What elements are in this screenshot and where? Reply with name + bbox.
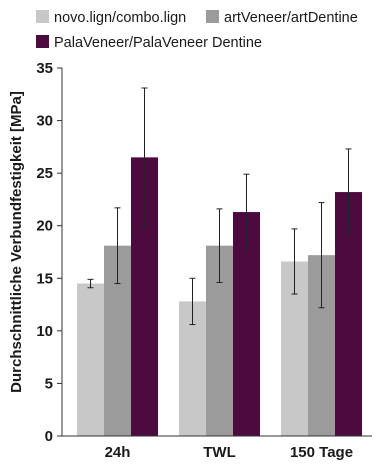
axes bbox=[61, 68, 372, 437]
legend-label-palaveneer: PalaVeneer/PalaVeneer Dentine bbox=[54, 35, 262, 51]
legend-swatch-artveneer bbox=[206, 10, 219, 23]
y-tick-label: 25 bbox=[36, 165, 53, 182]
y-tick-label: 30 bbox=[36, 113, 53, 130]
x-axis-categories: 24h TWL 150 Tage bbox=[105, 444, 353, 461]
x-category-label: TWL bbox=[203, 444, 235, 461]
y-tick-label: 10 bbox=[36, 323, 53, 340]
y-tick-label: 5 bbox=[45, 375, 53, 392]
x-category-label: 24h bbox=[105, 444, 131, 461]
bars bbox=[77, 157, 362, 436]
y-tick-label: 20 bbox=[36, 218, 53, 235]
legend-label-novo-lign: novo.lign/combo.lign bbox=[54, 10, 186, 26]
legend-swatch-novo-lign bbox=[36, 10, 49, 23]
error-bars bbox=[87, 87, 352, 326]
y-tick-label: 0 bbox=[45, 428, 53, 445]
y-axis-ticks: 0 5 10 15 20 25 30 35 bbox=[36, 60, 62, 445]
y-tick-label: 15 bbox=[36, 270, 53, 287]
legend: novo.lign/combo.lign artVeneer/artDentin… bbox=[36, 10, 358, 51]
legend-label-artveneer: artVeneer/artDentine bbox=[224, 10, 358, 26]
x-category-label: 150 Tage bbox=[290, 444, 353, 461]
legend-swatch-palaveneer bbox=[36, 35, 49, 48]
y-axis-title: Durchschnittliche Verbundfestigkeit [MPa… bbox=[8, 91, 25, 393]
y-tick-label: 35 bbox=[36, 60, 53, 77]
bar-1-1 bbox=[77, 283, 104, 436]
